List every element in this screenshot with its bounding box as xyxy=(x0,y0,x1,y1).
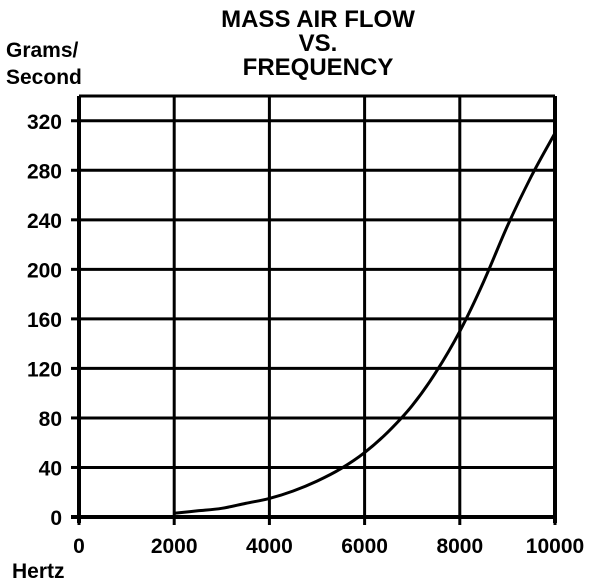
y-tick-label: 40 xyxy=(39,457,62,480)
y-tick-label: 80 xyxy=(39,408,62,431)
title-line-2: VS. xyxy=(299,30,338,57)
grid xyxy=(79,96,555,517)
plot-frame xyxy=(71,94,557,523)
x-tick-label: 8000 xyxy=(436,535,483,558)
x-tick-label: 10000 xyxy=(526,535,584,558)
x-axis-label: Hertz xyxy=(12,560,65,582)
x-tick-label: 0 xyxy=(73,535,85,558)
y-axis-label-line-1: Grams/ xyxy=(6,39,79,62)
y-axis-label: Grams/ Second xyxy=(6,39,82,89)
title-line-1: MASS AIR FLOW xyxy=(221,6,415,33)
title-line-3: FREQUENCY xyxy=(243,54,394,81)
y-tick-label: 240 xyxy=(27,210,62,233)
y-tick-label: 120 xyxy=(27,358,62,381)
x-tick-label: 4000 xyxy=(246,535,293,558)
y-tick-labels: 0 40 80 120 160 200 240 280 320 xyxy=(27,111,79,530)
y-axis-label-line-2: Second xyxy=(6,66,82,89)
x-tick-labels: 0 2000 4000 6000 8000 10000 xyxy=(73,517,584,558)
series xyxy=(174,132,557,515)
y-tick-label: 200 xyxy=(27,259,62,282)
chart-title: MASS AIR FLOW VS. FREQUENCY xyxy=(221,6,415,81)
y-tick-label: 0 xyxy=(50,507,62,530)
x-tick-label: 2000 xyxy=(151,535,198,558)
y-tick-label: 280 xyxy=(27,160,62,183)
x-tick-label: 6000 xyxy=(341,535,388,558)
series-line xyxy=(174,132,557,515)
y-tick-label: 320 xyxy=(27,111,62,134)
y-tick-label: 160 xyxy=(27,309,62,332)
